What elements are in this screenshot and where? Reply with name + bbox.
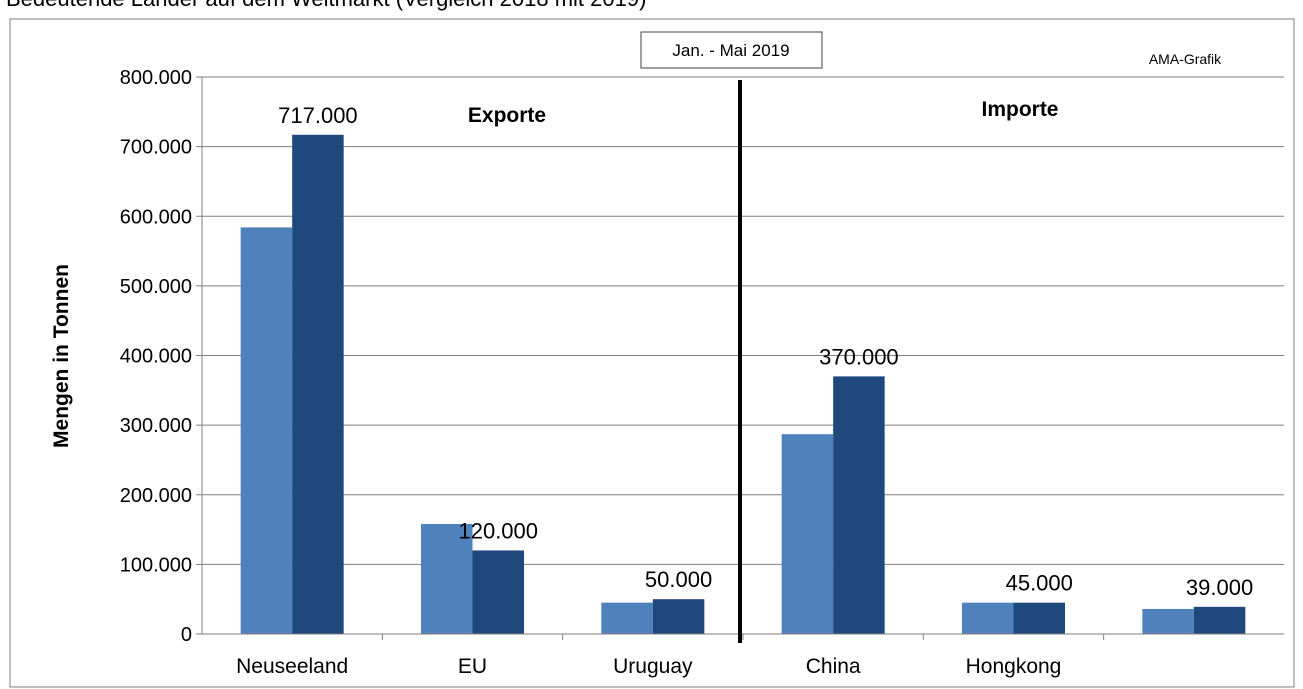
chart-title: Bedeutende Länder auf dem Weltmarkt (Ver… xyxy=(6,0,646,11)
data-label: 120.000 xyxy=(458,518,538,543)
axes xyxy=(196,76,1284,640)
y-tick-label: 800.000 xyxy=(120,67,192,89)
x-tick-label: Uruguay xyxy=(613,655,693,678)
bar-series-1 xyxy=(601,602,653,634)
y-tick-label: 0 xyxy=(181,624,192,646)
labels: 0 100.000 200.000 300.000 400.000 500.000 600.… xyxy=(120,67,1254,678)
data-label: 45.000 xyxy=(1006,571,1073,596)
chart-frame xyxy=(9,18,1295,688)
bar-series-1 xyxy=(962,602,1014,634)
section-label-exporte: Exporte xyxy=(468,104,546,127)
x-tick-label: Neuseeland xyxy=(236,655,348,678)
bar-series-2 xyxy=(652,599,705,634)
bar-series-1 xyxy=(421,523,473,634)
y-tick-label: 700.000 xyxy=(120,137,192,159)
y-tick-label: 100.000 xyxy=(120,554,192,576)
data-label: 39.000 xyxy=(1186,575,1253,600)
y-tick-label: 500.000 xyxy=(120,276,192,298)
data-label: 717.000 xyxy=(278,103,358,128)
x-tick-label: China xyxy=(806,655,861,678)
period-box xyxy=(640,31,823,69)
y-tick-label: 600.000 xyxy=(120,206,192,228)
y-tick-label: 300.000 xyxy=(120,415,192,437)
y-tick-label: 400.000 xyxy=(120,346,192,368)
bar-series-2 xyxy=(472,550,524,634)
period-label: Jan. - Mai 2019 xyxy=(672,41,789,60)
section-label-importe: Importe xyxy=(981,98,1058,121)
bar-series-1 xyxy=(781,434,834,634)
bar-series-2 xyxy=(833,376,885,634)
source-label: AMA-Grafik xyxy=(1149,51,1222,67)
data-label: 370.000 xyxy=(819,344,899,369)
bars xyxy=(240,134,1246,634)
bar-series-2 xyxy=(292,134,344,634)
x-tick-label: Hongkong xyxy=(966,655,1062,678)
bar-series-1 xyxy=(1142,608,1194,634)
y-axis-label: Mengen in Tonnen xyxy=(50,264,73,448)
x-tick-label: EU xyxy=(458,655,487,678)
bar-series-2 xyxy=(1013,602,1065,634)
bar-series-1 xyxy=(240,227,293,634)
y-tick-label: 200.000 xyxy=(120,485,192,507)
bar-series-2 xyxy=(1193,606,1246,634)
gridlines xyxy=(202,76,1284,565)
data-label: 50.000 xyxy=(645,567,712,592)
